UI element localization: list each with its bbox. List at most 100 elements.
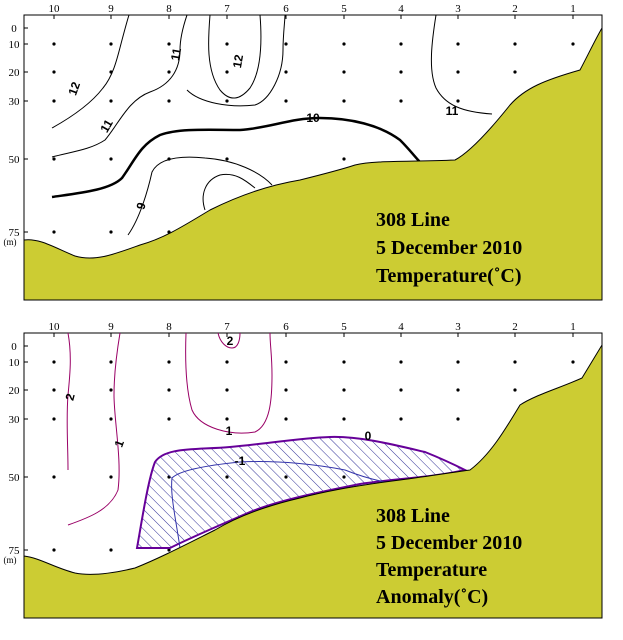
sample-point <box>342 157 346 161</box>
sample-point <box>167 42 171 46</box>
sample-point <box>52 157 56 161</box>
sample-point <box>284 70 288 74</box>
sample-point <box>456 70 460 74</box>
contour-label: 9 <box>134 201 149 211</box>
sample-point <box>109 417 113 421</box>
sample-point <box>399 42 403 46</box>
sample-point <box>456 42 460 46</box>
sample-point <box>513 42 517 46</box>
station-label-3: 3 <box>455 321 461 333</box>
sample-point <box>52 99 56 103</box>
sample-point <box>399 360 403 364</box>
sample-point <box>109 230 113 234</box>
anomaly-contour-minus1 <box>171 461 386 549</box>
depth-label-75: 75 <box>9 545 21 557</box>
panel-2-contour-labels: 2 2 1 1 0 -1 <box>63 334 372 468</box>
title-line-3: Temperature(˚C) <box>376 265 522 287</box>
sample-point <box>52 360 56 364</box>
title-line-4: Anomaly(˚C) <box>376 586 488 608</box>
sample-point <box>225 417 229 421</box>
sample-point <box>225 388 229 392</box>
station-label-7: 7 <box>224 3 230 15</box>
anomaly-contour-1-left <box>67 332 121 526</box>
depth-label-30: 30 <box>9 96 21 108</box>
sample-point <box>52 70 56 74</box>
sample-point <box>167 388 171 392</box>
sample-point <box>167 70 171 74</box>
sample-point <box>571 42 575 46</box>
sample-point <box>109 157 113 161</box>
sample-point <box>225 99 229 103</box>
station-label-2: 2 <box>512 3 518 15</box>
sample-point <box>109 42 113 46</box>
anomaly-contour-1-mid <box>185 332 273 434</box>
station-label-9: 9 <box>108 321 114 333</box>
sample-point <box>284 360 288 364</box>
depth-label-10: 10 <box>9 357 21 369</box>
station-label-4: 4 <box>398 321 404 333</box>
sample-point <box>52 475 56 479</box>
panel-1-title: 308 Line 5 December 2010 Temperature(˚C) <box>376 209 522 287</box>
sample-point <box>284 388 288 392</box>
sample-point <box>167 417 171 421</box>
sample-point <box>513 360 517 364</box>
depth-label-20: 20 <box>9 67 21 79</box>
contour-11-right <box>430 14 493 115</box>
sample-point <box>225 157 229 161</box>
sample-point <box>456 417 460 421</box>
depth-label-50: 50 <box>9 472 21 484</box>
station-label-7: 7 <box>224 321 230 333</box>
depth-label-50: 50 <box>9 154 21 166</box>
sample-point <box>225 70 229 74</box>
panel-1-station-ticks: 10 9 8 7 6 5 4 3 2 1 <box>49 3 576 19</box>
sample-point <box>225 360 229 364</box>
panel-2-station-ticks: 10 9 8 7 6 5 4 3 2 1 <box>49 321 576 337</box>
station-label-10: 10 <box>49 3 61 15</box>
contour-9 <box>127 156 273 236</box>
station-label-6: 6 <box>283 321 289 333</box>
title-line-1: 308 Line <box>376 209 450 231</box>
depth-label-30: 30 <box>9 414 21 426</box>
sample-point <box>513 388 517 392</box>
sample-point <box>399 417 403 421</box>
depth-label-0: 0 <box>11 341 17 353</box>
sample-point <box>52 230 56 234</box>
sample-point <box>52 548 56 552</box>
sample-point <box>342 360 346 364</box>
contour-12-mid <box>208 14 262 99</box>
panel-1-depth-labels: 0 10 20 30 50 75(m) <box>4 23 28 247</box>
contour-label: 2 <box>227 334 234 348</box>
sample-point <box>571 360 575 364</box>
sample-point <box>109 360 113 364</box>
sample-point <box>167 548 171 552</box>
title-line-3: Temperature <box>376 559 487 581</box>
depth-label-75: 75 <box>9 227 21 239</box>
contour-label: 11 <box>168 47 184 62</box>
sample-point <box>52 42 56 46</box>
title-line-2: 5 December 2010 <box>376 237 522 259</box>
contour-9-inner <box>202 173 256 211</box>
contour-label: 12 <box>65 80 83 98</box>
panel-2-title: 308 Line 5 December 2010 Temperature Anomal… <box>376 505 522 608</box>
contour-11-left <box>51 14 188 158</box>
title-line-2: 5 December 2010 <box>376 532 522 554</box>
sample-point <box>342 388 346 392</box>
sample-point <box>456 99 460 103</box>
title-line-1: 308 Line <box>376 505 450 527</box>
panel-1-terrain <box>23 26 603 301</box>
sample-point <box>225 42 229 46</box>
sample-point <box>342 417 346 421</box>
sample-point <box>399 70 403 74</box>
station-label-4: 4 <box>398 3 404 15</box>
contour-label: -1 <box>235 454 246 468</box>
sample-point <box>52 417 56 421</box>
depth-label-10: 10 <box>9 39 21 51</box>
station-label-8: 8 <box>166 3 172 15</box>
sample-point <box>284 99 288 103</box>
sample-point <box>342 99 346 103</box>
anomaly-contour-2-top <box>217 332 241 349</box>
sample-point <box>399 388 403 392</box>
contour-label: 10 <box>306 111 320 125</box>
